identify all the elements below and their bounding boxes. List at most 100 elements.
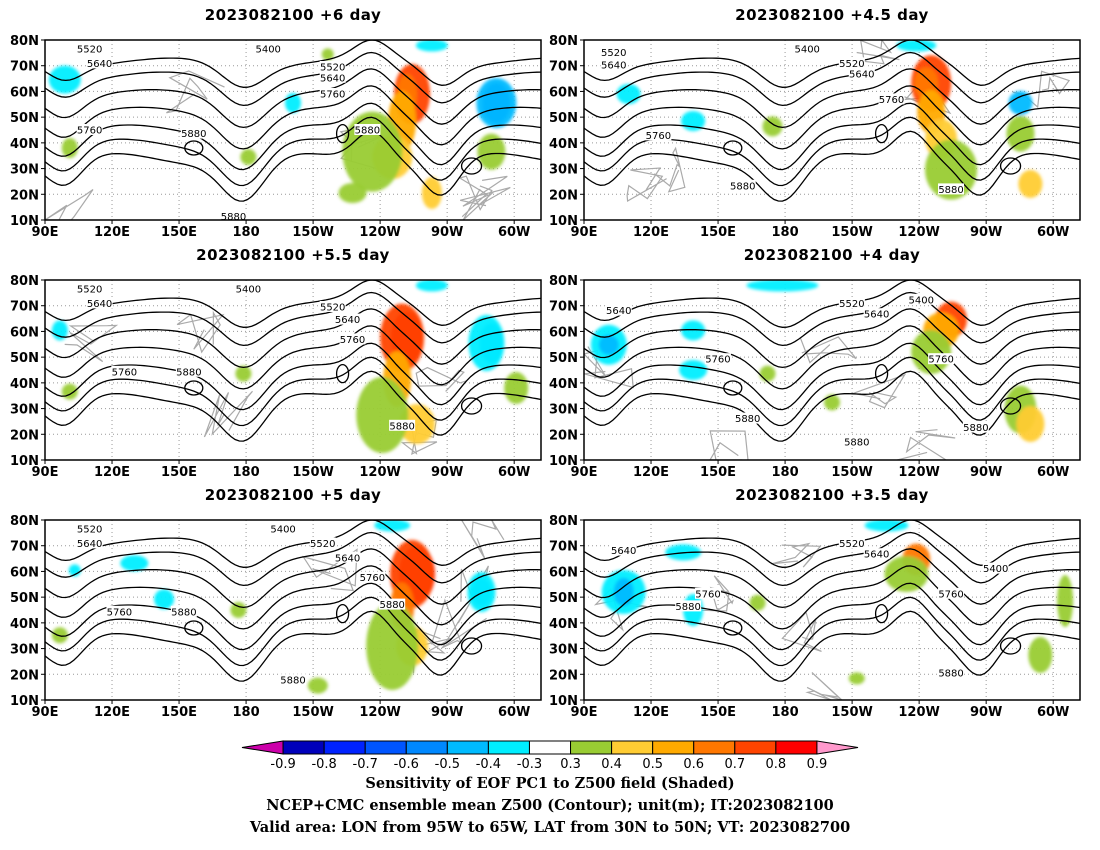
z500-contour: [45, 68, 541, 129]
svg-text:5640: 5640: [87, 59, 112, 70]
z500-contour: [584, 565, 1080, 630]
svg-text:5400: 5400: [236, 285, 261, 296]
positive-sensitivity-area: [342, 111, 403, 192]
colorbar-segment: [734, 740, 777, 755]
coastline: [584, 336, 956, 460]
positive-sensitivity-area: [1057, 575, 1074, 627]
lon-tick-label: 150E: [161, 225, 197, 240]
z500-contour: [584, 582, 1080, 651]
closed-contour: [723, 620, 743, 636]
negative-sensitivity-area: [415, 40, 448, 52]
svg-text:5400: 5400: [983, 564, 1008, 575]
lon-tick-label: 150E: [700, 225, 736, 240]
lon-tick-label: 120W: [898, 225, 939, 240]
contour-label: 5640: [86, 297, 113, 310]
positive-sensitivity-area: [366, 602, 419, 690]
footer-caption-2: NCEP+CMC ensemble mean Z500 (Contour); u…: [266, 797, 834, 814]
contour-label: 5640: [610, 544, 637, 557]
lat-tick-label: 80N: [549, 34, 578, 49]
contour-label: 5400: [255, 43, 282, 56]
svg-text:5760: 5760: [360, 573, 385, 584]
z500-contour: [45, 548, 541, 609]
svg-text:5880: 5880: [938, 185, 963, 196]
lat-tick-label: 50N: [549, 351, 578, 366]
closed-contour: [460, 397, 483, 415]
svg-text:5400: 5400: [270, 525, 295, 536]
lon-tick-label: 120W: [359, 465, 400, 480]
svg-text:5880: 5880: [355, 126, 380, 137]
lat-tick-label: 60N: [10, 325, 39, 340]
colorbar-segment: [652, 740, 695, 755]
svg-text:5640: 5640: [864, 310, 889, 321]
lon-tick-label: 150E: [700, 465, 736, 480]
lat-tick-label: 20N: [549, 188, 578, 203]
contour-label: 5760: [106, 605, 133, 618]
contour-label: 5880: [354, 124, 381, 137]
lon-tick-label: 120E: [633, 705, 669, 720]
contour-label: 5760: [878, 93, 905, 106]
lat-tick-label: 60N: [549, 325, 578, 340]
positive-sensitivity-area: [230, 602, 247, 618]
lat-tick-label: 80N: [10, 514, 39, 529]
z500-contour: [45, 280, 541, 328]
contour-label: 5880: [220, 210, 247, 220]
svg-text:5760: 5760: [695, 589, 720, 600]
z500-contour: [45, 130, 541, 202]
lon-tick-label: 120W: [898, 705, 939, 720]
positive-sensitivity-area: [1018, 170, 1043, 198]
negative-sensitivity-area: [616, 84, 641, 104]
contour-label: 5400: [908, 293, 935, 306]
contour-label: 5760: [339, 333, 366, 346]
contour-label: 5760: [319, 88, 346, 101]
positive-sensitivity-area: [61, 138, 78, 158]
panel-title-p3: 2023082100 +5.5 day: [196, 246, 390, 264]
contour-label: 5760: [359, 571, 386, 584]
lon-tick-label: 90W: [970, 465, 1002, 480]
svg-text:5880: 5880: [963, 423, 988, 434]
negative-sensitivity-area: [896, 40, 937, 52]
closed-contour: [999, 157, 1022, 175]
lon-tick-label: 90E: [32, 705, 59, 720]
lat-tick-label: 10N: [10, 214, 39, 229]
footer-caption-1: Sensitivity of EOF PC1 to Z500 field (Sh…: [365, 775, 735, 792]
contour-label: 5880: [175, 365, 202, 378]
lat-tick-label: 30N: [10, 403, 39, 418]
positive-sensitivity-area: [421, 177, 442, 209]
closed-contour: [999, 637, 1022, 655]
svg-text:5640: 5640: [335, 315, 360, 326]
z500-contour: [584, 548, 1080, 609]
lon-tick-label: 180: [233, 225, 260, 240]
colorbar-segment: [487, 740, 530, 755]
map-frame: [44, 279, 542, 461]
lat-tick-label: 20N: [549, 428, 578, 443]
sensitivity-shading: [48, 40, 517, 209]
map-frame: [44, 39, 542, 221]
closed-contour: [723, 380, 743, 396]
positive-sensitivity-area: [762, 116, 783, 137]
positive-sensitivity-area: [307, 677, 328, 694]
svg-text:5880: 5880: [844, 438, 869, 449]
svg-text:5880: 5880: [171, 607, 196, 618]
lon-tick-label: 180: [772, 465, 799, 480]
z500-contour: [45, 565, 541, 630]
map-frame: [583, 519, 1081, 701]
panel-title-p4: 2023082100 +4 day: [743, 246, 921, 264]
closed-contour: [723, 140, 743, 156]
svg-text:5880: 5880: [730, 181, 755, 192]
lat-tick-label: 70N: [549, 540, 578, 555]
lat-tick-label: 60N: [549, 565, 578, 580]
z500-contour: [584, 85, 1080, 150]
colorbar-arrow-high: [816, 740, 859, 755]
contour-label: 5520: [319, 61, 346, 74]
map-background: [584, 280, 1080, 460]
closed-contour: [184, 140, 204, 156]
lat-tick-label: 80N: [549, 514, 578, 529]
panel-title-p1: 2023082100 +6 day: [204, 6, 382, 24]
colorbar-label: -0.7: [353, 757, 378, 772]
negative-sensitivity-area: [468, 315, 505, 371]
colorbar-label: -0.4: [476, 757, 501, 772]
closed-contour: [335, 123, 350, 144]
z500-contour: [45, 596, 541, 667]
